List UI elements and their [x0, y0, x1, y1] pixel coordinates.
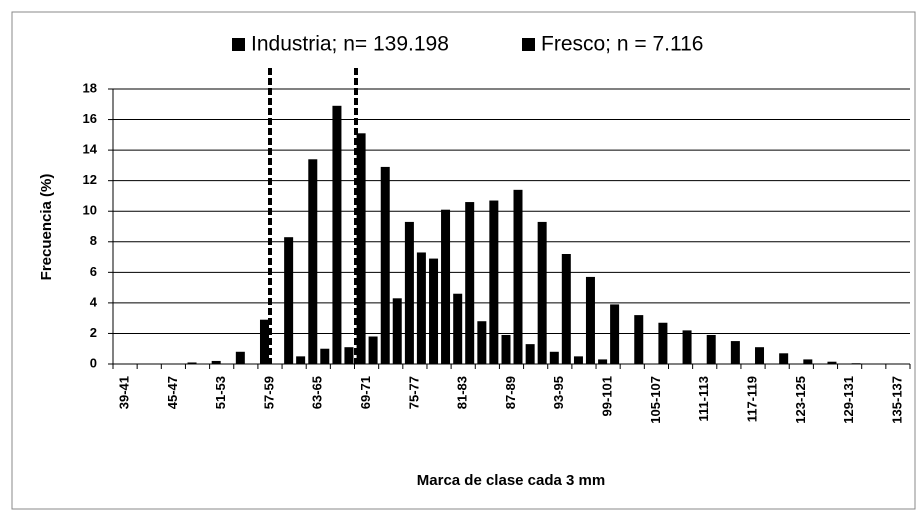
- bar: [827, 361, 837, 364]
- bar: [235, 351, 245, 364]
- bar: [404, 221, 414, 364]
- x-tick-label: 63-65: [310, 376, 325, 409]
- x-tick-label: 57-59: [261, 376, 276, 409]
- bar: [658, 322, 668, 364]
- bar: [573, 356, 583, 364]
- legend: Industria; n= 139.198 Fresco; n = 7.116: [232, 33, 703, 56]
- y-tick-label: 6: [90, 264, 97, 279]
- bar: [682, 330, 692, 364]
- bar: [441, 209, 451, 364]
- bar: [332, 105, 342, 365]
- legend-swatch: [522, 38, 535, 51]
- x-tick-label: 117-119: [744, 376, 759, 422]
- bar: [465, 202, 475, 364]
- y-tick-label: 16: [83, 111, 97, 126]
- y-tick-label: 4: [90, 294, 98, 309]
- y-tick-label: 10: [83, 203, 97, 218]
- x-tick-label: 45-47: [165, 376, 180, 409]
- bar: [187, 362, 197, 364]
- x-tick-label: 81-83: [455, 376, 470, 409]
- x-tick-label: 51-53: [213, 376, 228, 409]
- x-tick-label: 129-131: [841, 376, 856, 424]
- bar: [211, 360, 221, 364]
- x-tick-label: 105-107: [648, 376, 663, 424]
- y-tick-label: 18: [83, 80, 97, 95]
- bar: [477, 321, 487, 364]
- x-tick-label: 75-77: [406, 376, 421, 409]
- bar: [634, 315, 644, 364]
- bar: [755, 347, 765, 364]
- x-tick-label: 87-89: [503, 376, 518, 409]
- legend-swatch: [232, 38, 245, 51]
- bar: [356, 133, 366, 364]
- legend-label: Fresco; n = 7.116: [541, 33, 703, 56]
- x-axis-title: Marca de clase cada 3 mm: [417, 472, 605, 489]
- bar: [610, 304, 620, 364]
- bar: [501, 334, 511, 364]
- y-tick-label: 2: [90, 325, 97, 340]
- bar: [416, 252, 426, 364]
- bar: [284, 237, 294, 364]
- x-tick-label: 99-101: [600, 376, 615, 416]
- bar: [296, 356, 306, 364]
- bar: [561, 254, 571, 364]
- bar: [537, 221, 547, 364]
- y-axis-title: Frecuencia (%): [38, 174, 55, 281]
- x-tick-label: 69-71: [358, 376, 373, 409]
- bar: [320, 348, 330, 364]
- x-tick-label: 111-113: [696, 376, 711, 422]
- bar: [392, 298, 402, 364]
- y-tick-label: 8: [90, 233, 97, 248]
- bar: [525, 344, 535, 364]
- bar: [429, 258, 439, 364]
- bar: [453, 293, 463, 364]
- y-tick-label: 12: [83, 172, 97, 187]
- legend-label: Industria; n= 139.198: [251, 33, 449, 56]
- bar: [549, 351, 559, 364]
- y-tick-label: 0: [90, 355, 97, 370]
- bar: [598, 359, 608, 364]
- x-tick-label: 39-41: [117, 376, 132, 409]
- bar: [344, 347, 354, 364]
- bar: [730, 341, 740, 364]
- bar: [585, 276, 595, 364]
- bar: [489, 200, 499, 364]
- bar: [779, 353, 789, 364]
- x-tick-label: 135-137: [889, 376, 904, 424]
- bar: [380, 166, 390, 364]
- bar: [308, 159, 318, 364]
- bar: [259, 319, 269, 364]
- bar: [851, 363, 861, 364]
- bar: [803, 359, 813, 364]
- x-tick-label: 93-95: [551, 376, 566, 409]
- bar: [706, 334, 716, 364]
- x-tick-label: 123-125: [793, 376, 808, 424]
- chart-border: [11, 11, 916, 510]
- y-tick-label: 14: [83, 142, 98, 157]
- bar: [368, 336, 378, 364]
- bar: [513, 189, 523, 364]
